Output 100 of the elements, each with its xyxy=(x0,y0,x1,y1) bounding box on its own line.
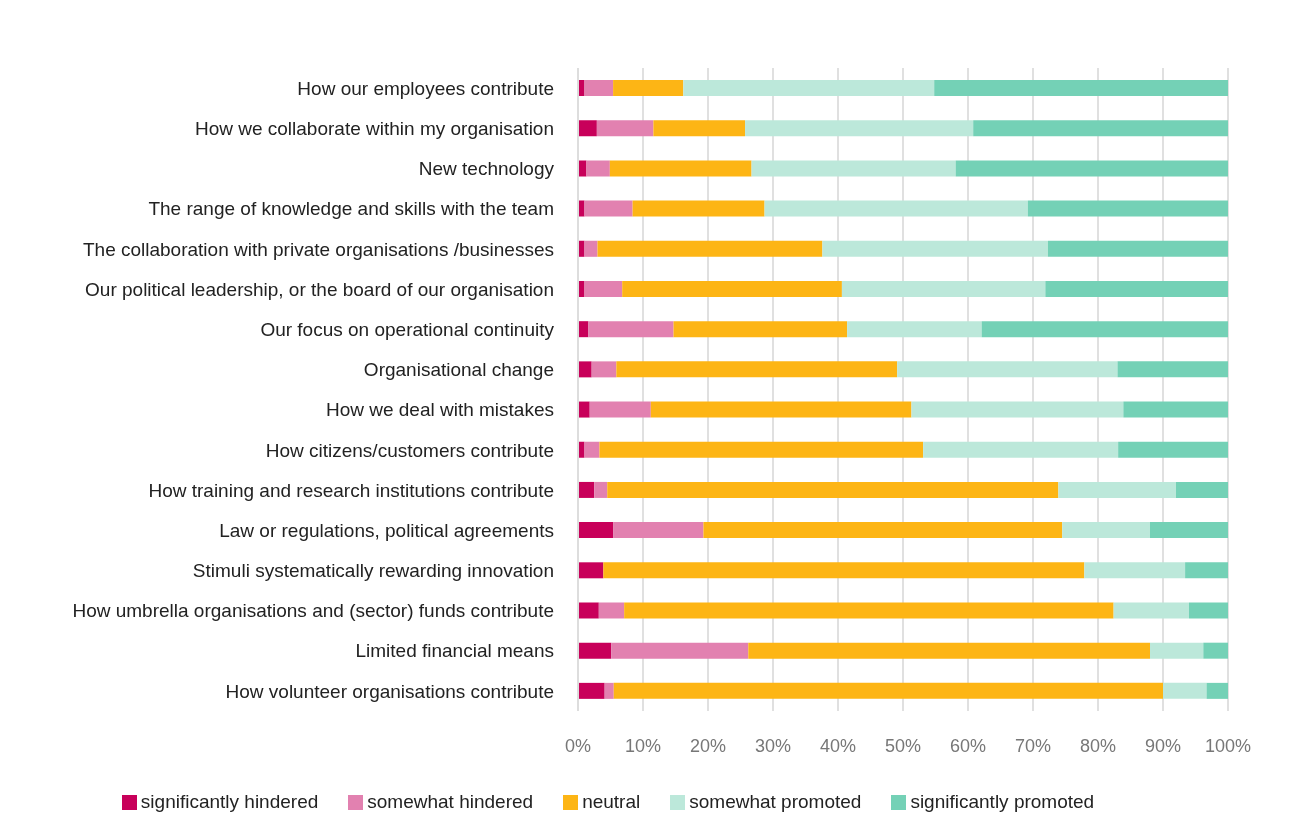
bar xyxy=(1047,240,1228,257)
y-tick-label: How training and research institutions contribute xyxy=(148,479,554,501)
bar xyxy=(1117,361,1228,378)
bar xyxy=(1163,682,1207,699)
bar xyxy=(578,441,585,458)
bar xyxy=(1027,200,1228,217)
y-tick-label: How volunteer organisations contribute xyxy=(225,680,554,702)
bar xyxy=(578,481,595,498)
bar xyxy=(841,280,1046,297)
legend-label: significantly promoted xyxy=(910,791,1095,812)
bar xyxy=(588,321,674,338)
bar xyxy=(1123,401,1228,418)
bar xyxy=(599,441,924,458)
x-tick-label: 80% xyxy=(1079,735,1117,756)
x-tick-label: 70% xyxy=(1014,735,1052,756)
y-tick-label: How we collaborate within my organisation xyxy=(194,118,554,140)
bar xyxy=(955,160,1228,177)
x-tick-label: 50% xyxy=(884,735,922,756)
bar xyxy=(847,321,982,338)
bar xyxy=(596,120,654,137)
bar xyxy=(897,361,1118,378)
x-tick-label: 30% xyxy=(754,735,792,756)
bar xyxy=(911,401,1124,418)
bar xyxy=(594,481,608,498)
bar xyxy=(578,80,585,97)
bar xyxy=(673,321,848,338)
bar xyxy=(745,120,974,137)
y-tick-label: The range of knowledge and skills with the team xyxy=(148,198,554,220)
bar xyxy=(584,80,614,97)
bar xyxy=(650,401,912,418)
y-tick-label: New technology xyxy=(418,158,555,180)
bar xyxy=(613,80,684,97)
x-tick-label: 100% xyxy=(1204,735,1252,756)
bar xyxy=(578,200,585,217)
bar xyxy=(578,562,604,579)
bar xyxy=(591,361,617,378)
bar xyxy=(578,120,597,137)
bar xyxy=(1062,522,1150,539)
bar xyxy=(1058,481,1176,498)
bar xyxy=(603,562,1085,579)
bar xyxy=(1203,642,1228,659)
bar xyxy=(578,240,585,257)
bar xyxy=(598,602,625,619)
bar xyxy=(578,361,592,378)
bar xyxy=(611,642,749,659)
bar xyxy=(1176,481,1228,498)
bar xyxy=(578,602,599,619)
legend-label: significantly hindered xyxy=(140,791,319,812)
bar xyxy=(683,80,935,97)
bar xyxy=(578,401,590,418)
bar xyxy=(578,280,585,297)
bar xyxy=(764,200,1028,217)
bar xyxy=(1045,280,1228,297)
bar xyxy=(822,240,1048,257)
bar xyxy=(973,120,1228,137)
bar xyxy=(622,280,842,297)
bar xyxy=(578,522,614,539)
x-tick-label: 90% xyxy=(1144,735,1182,756)
y-tick-label: Our focus on operational continuity xyxy=(260,318,555,340)
bar xyxy=(934,80,1228,97)
x-tick-label: 0% xyxy=(564,735,592,756)
bar xyxy=(1113,602,1189,619)
bar xyxy=(586,160,610,177)
bar xyxy=(923,441,1119,458)
y-tick-label: How we deal with mistakes xyxy=(325,399,554,421)
bar xyxy=(584,441,600,458)
bar xyxy=(632,200,765,217)
x-tick-label: 60% xyxy=(949,735,987,756)
bar xyxy=(607,481,1059,498)
y-tick-label: The collaboration with private organisations /businesses xyxy=(82,238,554,260)
x-tick-label: 10% xyxy=(624,735,662,756)
y-tick-label: Stimuli systematically rewarding innovation xyxy=(192,560,554,582)
bar xyxy=(748,642,1150,659)
bar xyxy=(613,522,704,539)
bar xyxy=(1150,522,1228,539)
bar xyxy=(597,240,823,257)
bar xyxy=(653,120,746,137)
bar xyxy=(584,240,598,257)
bar xyxy=(1185,562,1228,579)
bar xyxy=(613,682,1163,699)
bar xyxy=(624,602,1114,619)
y-tick-label: Limited financial means xyxy=(355,640,554,662)
x-tick-label: 20% xyxy=(689,735,727,756)
bar xyxy=(1084,562,1186,579)
legend-label: somewhat promoted xyxy=(689,791,862,812)
bar xyxy=(616,361,898,378)
bar xyxy=(703,522,1063,539)
legend-label: neutral xyxy=(582,791,641,812)
bar xyxy=(1150,642,1204,659)
bar xyxy=(584,200,633,217)
y-tick-label: Our political leadership, or the board of our organisation xyxy=(85,278,554,300)
bar xyxy=(751,160,956,177)
y-tick-label: How our employees contribute xyxy=(297,77,554,99)
bar xyxy=(981,321,1228,338)
y-tick-label: How citizens/customers contribute xyxy=(265,439,554,461)
bar xyxy=(1118,441,1228,458)
y-tick-label: Organisational change xyxy=(363,359,554,381)
bar xyxy=(1189,602,1228,619)
legend-label: somewhat hindered xyxy=(367,791,534,812)
bar xyxy=(1206,682,1228,699)
